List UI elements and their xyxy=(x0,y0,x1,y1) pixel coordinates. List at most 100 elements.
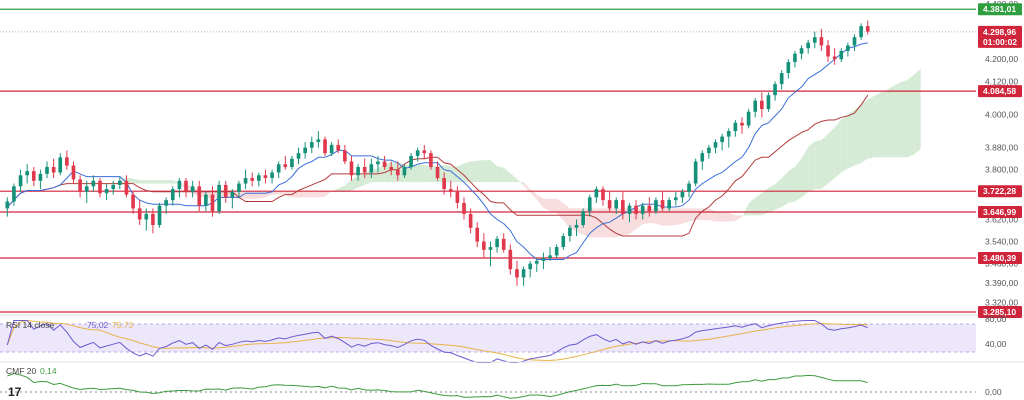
candle-body xyxy=(104,189,109,194)
candle-body xyxy=(720,136,724,143)
tradingview-logo: 17 xyxy=(8,385,22,399)
candle-body xyxy=(442,178,446,190)
ichimoku-cloud-segment xyxy=(152,180,160,184)
cmf-label: CMF 20 xyxy=(6,366,37,376)
ichimoku-cloud-segment xyxy=(847,109,855,169)
candle-body xyxy=(627,205,632,214)
candle-body xyxy=(329,144,334,154)
candle-body xyxy=(257,175,261,181)
level-tag xyxy=(978,206,1022,219)
candle-body xyxy=(290,158,294,167)
level-tag xyxy=(978,305,1022,318)
last-price-label: 4.298,96 xyxy=(983,27,1016,37)
candle-body xyxy=(12,186,16,202)
ichimoku-cloud-segment xyxy=(338,185,345,192)
candle-body xyxy=(356,166,360,176)
ichimoku-cloud-segment xyxy=(616,208,623,238)
candle-body xyxy=(98,180,102,194)
candle-body xyxy=(151,213,155,225)
candle-body xyxy=(448,189,453,192)
ichimoku-cloud-segment xyxy=(318,191,326,198)
rsi-value-1: 75,02 xyxy=(87,320,109,330)
candle-body xyxy=(488,247,493,250)
candle-body xyxy=(501,238,506,250)
price-pane xyxy=(0,8,976,313)
candle-body xyxy=(859,26,863,38)
candle-body xyxy=(607,200,612,209)
y-tick-label: 4.120,00 xyxy=(985,76,1018,86)
candle-body xyxy=(157,205,162,225)
candle-body xyxy=(204,194,208,206)
candle-body xyxy=(839,50,844,60)
candle-body xyxy=(587,197,592,212)
rsi-value-2: 75,73 xyxy=(112,320,134,330)
candle-body xyxy=(521,269,526,278)
ichimoku-cloud-segment xyxy=(497,166,504,183)
candle-body xyxy=(303,147,307,154)
ichimoku-cloud-segment xyxy=(298,191,306,198)
candle-body xyxy=(832,56,837,60)
cmf-tick-0: 0,00 xyxy=(985,387,1002,397)
candle-body xyxy=(309,142,314,148)
candle-body xyxy=(673,197,678,201)
ichimoku-cloud-segment xyxy=(880,89,888,158)
countdown-label: 01:00:02 xyxy=(983,37,1017,47)
ichimoku-cloud-segment xyxy=(139,180,147,184)
candle-body xyxy=(508,249,513,270)
ichimoku-cloud-segment xyxy=(490,160,498,183)
candle-body xyxy=(376,161,380,165)
candle-body xyxy=(693,161,698,184)
candle-body xyxy=(223,184,228,198)
ichimoku-cloud-segment xyxy=(483,160,491,183)
ichimoku-cloud-segment xyxy=(854,104,862,166)
ichimoku-cloud-segment xyxy=(861,99,868,163)
candle-body xyxy=(283,164,288,167)
candle-body xyxy=(190,186,195,192)
candle-body xyxy=(826,45,830,57)
candle-body xyxy=(336,144,341,151)
y-tick-label: 3.800,00 xyxy=(985,165,1018,175)
candle-body xyxy=(144,213,149,220)
ichimoku-cloud-segment xyxy=(914,68,921,155)
candle-body xyxy=(647,205,652,212)
ichimoku-cloud-segment xyxy=(662,208,670,226)
ichimoku-cloud-segment xyxy=(424,164,431,183)
ichimoku-cloud-segment xyxy=(741,203,749,217)
ichimoku-cloud-segment xyxy=(808,141,815,192)
ichimoku-cloud-segment xyxy=(702,208,709,221)
candle-body xyxy=(362,166,367,173)
candle-body xyxy=(475,227,480,242)
ichimoku-cloud-segment xyxy=(556,198,564,221)
candle-body xyxy=(78,179,82,192)
candle-body xyxy=(210,194,215,212)
candle-body xyxy=(217,184,221,212)
candle-body xyxy=(786,62,791,74)
y-tick-label: 3.620,00 xyxy=(985,214,1018,224)
rsi-pane xyxy=(0,314,1024,363)
cmf-pane xyxy=(0,361,1024,399)
candle-body xyxy=(654,200,658,212)
candle-body xyxy=(230,191,235,198)
candle-body xyxy=(621,200,625,214)
y-tick-label: 3.320,00 xyxy=(985,297,1018,307)
ichimoku-cloud-segment xyxy=(735,215,742,221)
ichimoku-cloud-segment xyxy=(516,178,524,186)
candle-body xyxy=(766,95,771,109)
candle-body xyxy=(799,48,804,54)
tenkan-line xyxy=(6,42,868,260)
ichimoku-cloud-segment xyxy=(146,180,153,184)
candle-body xyxy=(568,227,572,237)
candle-body xyxy=(667,200,671,209)
ichimoku-cloud-segment xyxy=(622,208,630,236)
ichimoku-cloud-segment xyxy=(894,82,901,158)
rsi-label: RSI 14 close xyxy=(6,320,54,330)
ichimoku-cloud-segment xyxy=(814,140,822,190)
candle-body xyxy=(237,183,241,192)
ichimoku-cloud-segment xyxy=(311,191,319,198)
ichimoku-cloud-segment xyxy=(775,178,782,210)
candle-body xyxy=(31,171,36,181)
cmf-value: 0,14 xyxy=(40,366,57,376)
y-tick-label: 3.880,00 xyxy=(985,143,1018,153)
ichimoku-cloud-segment xyxy=(887,85,895,158)
